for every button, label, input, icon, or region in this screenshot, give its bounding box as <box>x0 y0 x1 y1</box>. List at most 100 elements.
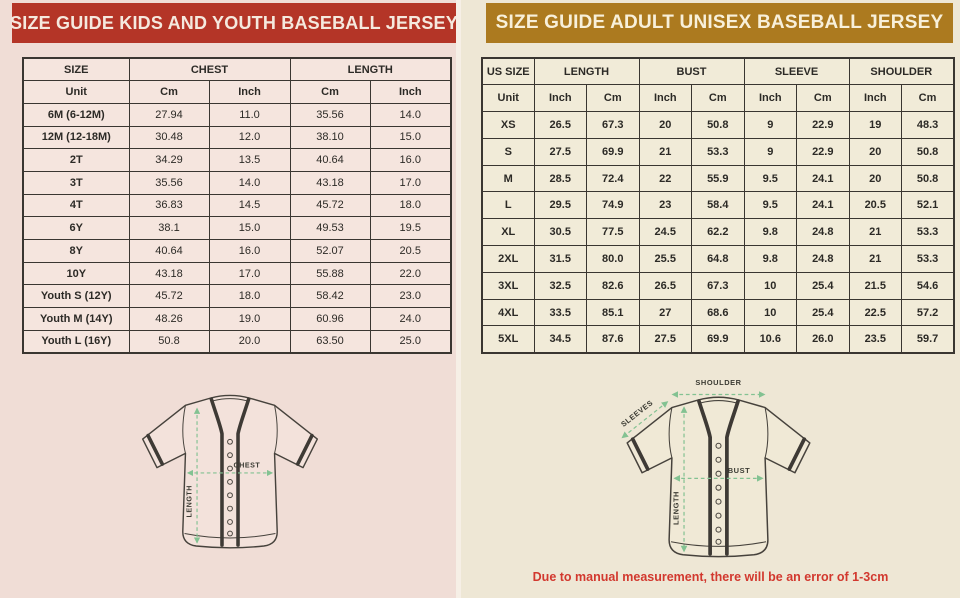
measurement-cell: 15.0 <box>369 125 452 150</box>
unit-cell: Inch <box>743 84 798 113</box>
measurement-cell: 87.6 <box>586 325 640 354</box>
measurement-cell: 25.4 <box>796 271 850 300</box>
measurement-cell: 69.9 <box>586 137 640 166</box>
measurement-cell: 21 <box>638 137 693 166</box>
size-label-cell: L <box>481 191 535 220</box>
adult-jersey-diagram: SHOULDER SLEEVES BUST LENGTH <box>619 378 811 558</box>
measurement-cell: 13.5 <box>208 148 291 172</box>
unit-cell: Cm <box>586 84 640 113</box>
measurement-cell: 50.8 <box>901 137 955 166</box>
placket-trim-left <box>209 397 224 547</box>
adult-header-us-size: US SIZE <box>481 57 535 86</box>
length-label: LENGTH <box>186 485 194 517</box>
unit-cell: Unit <box>481 84 535 113</box>
measurement-cell: 24.1 <box>796 164 850 193</box>
right-cuff-trim <box>295 433 314 466</box>
measurement-cell: 57.2 <box>901 298 955 327</box>
measurement-cell: 22.9 <box>796 111 850 139</box>
size-label-cell: 10Y <box>22 261 130 286</box>
measurement-cell: 28.5 <box>533 164 587 193</box>
measurement-cell: 85.1 <box>586 298 640 327</box>
measurement-cell: 12.0 <box>208 125 291 150</box>
unit-cell: Cm <box>796 84 850 113</box>
measurement-cell: 20 <box>848 164 903 193</box>
measurement-cell: 40.64 <box>289 148 371 172</box>
measurement-cell: 25.5 <box>638 245 693 273</box>
measurement-cell: 30.5 <box>533 218 587 247</box>
measurement-cell: 23.0 <box>369 284 452 309</box>
measurement-cell: 45.72 <box>128 284 210 309</box>
measurement-cell: 22.9 <box>796 137 850 166</box>
placket-trim-right <box>236 397 251 547</box>
panel-divider <box>456 0 462 598</box>
placket-trim-left <box>697 399 712 556</box>
bust-label: BUST <box>728 466 750 475</box>
measurement-cell: 16.0 <box>369 148 452 172</box>
measurement-cell: 27.5 <box>638 325 693 354</box>
left-cuff-trim <box>146 433 165 466</box>
right-sleeve-seam <box>764 407 769 458</box>
kids-panel: SIZE GUIDE KIDS AND YOUTH BASEBALL JERSE… <box>0 0 461 598</box>
measurement-cell: 14.5 <box>208 193 291 218</box>
size-label-cell: 5XL <box>481 325 535 354</box>
measurement-cell: 36.83 <box>128 193 210 218</box>
size-row: M 28.5 72.4 22 55.9 9.5 24.1 20 50.8 <box>481 164 955 193</box>
measurement-cell: 72.4 <box>586 164 640 193</box>
size-row: 3XL 32.5 82.6 26.5 67.3 10 25.4 21.5 54.6 <box>481 271 955 300</box>
unit-cell: Cm <box>691 84 745 113</box>
measurement-cell: 27.94 <box>128 102 210 127</box>
measurement-cell: 24.0 <box>369 307 452 331</box>
unit-cell: Cm <box>901 84 955 113</box>
unit-cell: Inch <box>638 84 693 113</box>
measurement-cell: 62.2 <box>691 218 745 247</box>
size-label-cell: 3T <box>22 170 130 195</box>
buttons <box>227 438 233 537</box>
measurement-cell: 20.5 <box>369 239 452 263</box>
measurement-cell: 19 <box>848 111 903 139</box>
size-label-cell: Youth M (14Y) <box>22 307 130 331</box>
measurement-cell: 9.5 <box>743 191 798 220</box>
measurement-cell: 43.18 <box>289 170 371 195</box>
measurement-cell: 23 <box>638 191 693 220</box>
size-label-cell: 2XL <box>481 245 535 273</box>
size-label-cell: 3XL <box>481 271 535 300</box>
measurement-cell: 67.3 <box>586 111 640 139</box>
size-row: 4XL 33.5 85.1 27 68.6 10 25.4 22.5 57.2 <box>481 298 955 327</box>
measurement-cell: 20 <box>638 111 693 139</box>
measurement-cell: 53.3 <box>901 245 955 273</box>
size-label-cell: 6Y <box>22 216 130 240</box>
chest-label: CHEST <box>234 462 261 470</box>
measurement-cell: 27 <box>638 298 693 327</box>
measurement-cell: 22 <box>638 164 693 193</box>
measurement-cell: 40.64 <box>128 239 210 263</box>
measurement-cell: 19.0 <box>208 307 291 331</box>
kids-title: SIZE GUIDE KIDS AND YOUTH BASEBALL JERSE… <box>10 12 458 33</box>
measurement-cell: 10.6 <box>743 325 798 354</box>
collar-seam <box>700 400 737 404</box>
measurement-cell: 77.5 <box>586 218 640 247</box>
sleeves-arrow <box>621 401 669 439</box>
measurement-cell: 38.10 <box>289 125 371 150</box>
length-label: LENGTH <box>671 491 680 525</box>
measurement-cell: 31.5 <box>533 245 587 273</box>
measurement-cell: 9 <box>743 111 798 139</box>
measurement-cell: 26.0 <box>796 325 850 354</box>
measurement-cell: 63.50 <box>289 329 371 354</box>
measurement-cell: 22.5 <box>848 298 903 327</box>
measurement-cell: 20.0 <box>208 329 291 354</box>
collar-seam <box>212 398 248 402</box>
unit-cell: Cm <box>289 80 371 104</box>
measurement-cell: 25.4 <box>796 298 850 327</box>
size-label-cell: XS <box>481 111 535 139</box>
adult-header-sleeve: SLEEVE <box>743 57 850 86</box>
unit-cell: Inch <box>369 80 452 104</box>
measurement-cell: 58.4 <box>691 191 745 220</box>
size-row: XL 30.5 77.5 24.5 62.2 9.8 24.8 21 53.3 <box>481 218 955 247</box>
sleeves-label: SLEEVES <box>619 398 655 429</box>
measurement-cell: 59.7 <box>901 325 955 354</box>
measurement-cell: 52.07 <box>289 239 371 263</box>
measurement-cell: 16.0 <box>208 239 291 263</box>
size-label-cell: 2T <box>22 148 130 172</box>
size-row: 2XL 31.5 80.0 25.5 64.8 9.8 24.8 21 53.3 <box>481 245 955 273</box>
measurement-cell: 11.0 <box>208 102 291 127</box>
